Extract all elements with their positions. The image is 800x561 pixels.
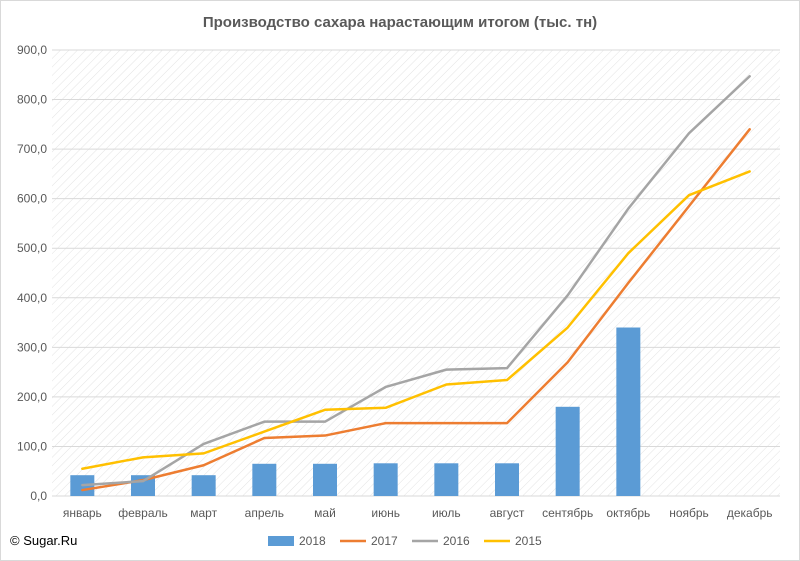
lines [81,75,751,492]
x-tick-label: август [490,506,525,520]
legend-label-2015: 2015 [515,534,542,548]
x-tick-label: ноябрь [669,506,709,520]
bar-2018 [555,406,580,496]
x-tick-label: февраль [118,506,168,520]
bars-2018 [70,327,641,496]
y-tick-label: 400,0 [17,291,47,305]
y-tick-label: 700,0 [17,142,47,156]
y-tick-label: 800,0 [17,93,47,107]
y-tick-label: 900,0 [17,43,47,57]
bar-2018 [616,327,641,496]
line-2017 [81,128,751,492]
legend-swatch-2018 [268,536,294,546]
y-axis-ticks: 0,0 100,0 200,0 300,0 400,0 500,0 600,0 700,0 80… [17,43,47,503]
x-tick-label: июль [432,506,461,520]
y-tick-label: 100,0 [17,439,47,453]
plot-area [52,50,780,496]
legend-label-2016: 2016 [443,534,470,548]
y-tick-label: 500,0 [17,241,47,255]
x-tick-label: декабрь [727,506,773,520]
bar-2018 [191,475,216,496]
bar-2018 [434,463,459,496]
x-tick-label: апрель [245,506,284,520]
y-tick-label: 300,0 [17,340,47,354]
x-tick-label: июнь [371,506,400,520]
bar-2018 [495,463,519,496]
x-tick-label: январь [63,506,102,520]
gridlines [52,49,780,497]
y-tick-label: 600,0 [17,192,47,206]
bar-2018 [373,463,398,496]
line-2015 [81,170,751,470]
x-tick-label: май [314,506,336,520]
copyright-credit: © Sugar.Ru [10,533,78,548]
legend: 2018 2017 2016 2015 [268,534,542,548]
bar-2018 [252,463,277,496]
chart-title: Производство сахара нарастающим итогом (… [203,14,597,31]
x-tick-label: октябрь [606,506,650,520]
legend-label-2017: 2017 [371,534,398,548]
line-2016 [81,75,751,487]
x-axis-ticks: январь февраль март апрель май июнь июль август… [63,506,773,520]
x-tick-label: сентябрь [542,506,593,520]
y-tick-label: 200,0 [17,390,47,404]
y-tick-label: 0,0 [30,489,47,503]
bar-2018 [313,463,337,496]
legend-label-2018: 2018 [299,534,326,548]
x-tick-label: март [190,506,217,520]
